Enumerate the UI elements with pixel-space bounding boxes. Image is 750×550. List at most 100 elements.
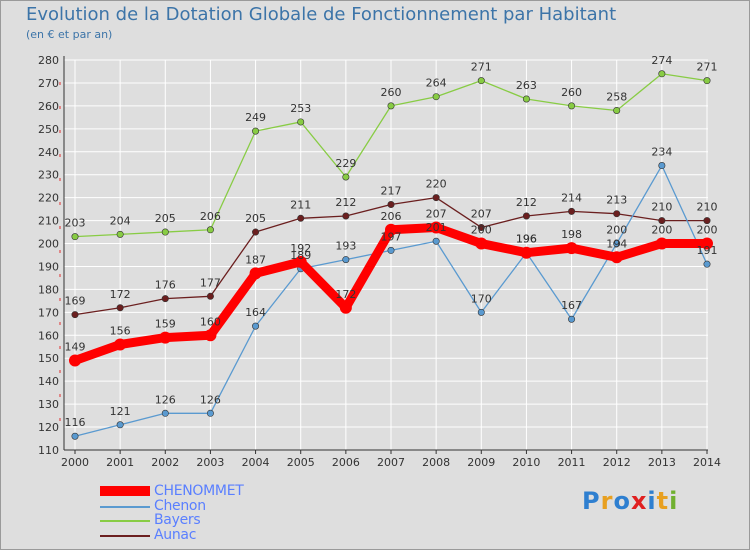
data-label-bayers: 249 xyxy=(245,111,266,124)
data-label-bayers: 274 xyxy=(651,54,672,67)
data-label-aunac: 207 xyxy=(471,207,492,220)
x-tick-label: 2014 xyxy=(693,456,721,469)
y-tick-label: 230 xyxy=(38,169,59,182)
data-point-chenommet xyxy=(249,267,262,280)
data-label-aunac: 220 xyxy=(426,178,447,191)
data-point-chenommet xyxy=(385,223,397,236)
data-point-chenon xyxy=(206,409,214,417)
data-point-aunac xyxy=(477,223,485,231)
data-point-chenommet xyxy=(655,237,668,250)
data-label-chenommet: 160 xyxy=(200,315,221,328)
data-point-chenon xyxy=(252,322,260,330)
data-label-bayers: 206 xyxy=(200,210,221,223)
y-tick-label: 200 xyxy=(38,238,59,251)
data-point-chenommet xyxy=(339,301,352,314)
y-tick-label: 120 xyxy=(38,421,59,434)
x-tick-label: 2007 xyxy=(377,456,405,469)
x-tick-label: 2003 xyxy=(196,456,224,469)
data-point-bayers xyxy=(342,173,350,181)
data-label-chenommet: 156 xyxy=(110,324,131,337)
data-label-aunac: 210 xyxy=(651,201,672,214)
data-point-chenommet xyxy=(204,329,217,342)
x-tick-label: 2002 xyxy=(151,456,179,469)
legend-swatch-aunac xyxy=(100,534,150,537)
x-tick-label: 2013 xyxy=(648,456,676,469)
data-point-chenon xyxy=(477,308,485,316)
x-tick-label: 2010 xyxy=(512,456,540,469)
data-point-chenommet xyxy=(520,246,533,259)
data-point-chenommet xyxy=(565,242,578,255)
data-point-bayers xyxy=(206,226,214,234)
x-tick-label: 2000 xyxy=(61,456,89,469)
data-label-chenon: 200 xyxy=(606,224,627,237)
legend-swatch-bayers xyxy=(100,520,150,522)
x-tick-label: 2006 xyxy=(332,456,360,469)
data-label-aunac: 211 xyxy=(290,198,311,211)
y-tick-label: 130 xyxy=(38,398,59,411)
data-point-aunac xyxy=(703,217,711,225)
y-tick-label: 250 xyxy=(38,123,59,136)
data-label-chenon: 197 xyxy=(381,230,402,243)
data-label-chenommet: 200 xyxy=(697,224,718,237)
data-label-chenon: 126 xyxy=(155,393,176,406)
data-point-aunac xyxy=(658,217,666,225)
data-label-chenommet: 207 xyxy=(426,207,447,220)
y-tick-label: 140 xyxy=(38,375,59,388)
proxiti-logo: Proxiti xyxy=(582,487,679,515)
data-point-aunac xyxy=(568,207,576,215)
data-label-bayers: 271 xyxy=(697,61,718,74)
legend-label-chenon: Chenon xyxy=(154,497,206,514)
data-label-chenon: 116 xyxy=(65,416,86,429)
data-label-chenon: 193 xyxy=(335,240,356,253)
data-label-bayers: 260 xyxy=(381,86,402,99)
data-point-chenommet xyxy=(159,331,172,344)
data-label-bayers: 258 xyxy=(606,90,627,103)
data-point-bayers xyxy=(703,77,711,85)
data-label-chenommet: 196 xyxy=(516,233,537,246)
data-label-bayers: 271 xyxy=(471,61,492,74)
data-point-bayers xyxy=(522,95,530,103)
data-label-chenon: 189 xyxy=(290,249,311,262)
data-label-chenon: 164 xyxy=(245,306,266,319)
data-point-aunac xyxy=(387,201,395,209)
data-point-chenon xyxy=(116,421,124,429)
data-point-chenommet xyxy=(701,237,713,250)
x-tick-label: 2004 xyxy=(242,456,270,469)
data-label-bayers: 229 xyxy=(335,157,356,170)
y-tick-label: 110 xyxy=(38,444,59,457)
data-point-chenommet xyxy=(475,237,488,250)
legend-swatch-chenon xyxy=(100,505,150,508)
data-point-chenon xyxy=(161,409,169,417)
data-label-aunac: 210 xyxy=(697,201,718,214)
x-tick-label: 2008 xyxy=(422,456,450,469)
data-label-chenon: 170 xyxy=(471,292,492,305)
x-tick-label: 2012 xyxy=(603,456,631,469)
data-label-bayers: 253 xyxy=(290,102,311,115)
data-point-chenon xyxy=(432,237,440,245)
data-point-aunac xyxy=(342,212,350,220)
data-label-chenommet: 206 xyxy=(381,210,402,223)
x-tick-label: 2011 xyxy=(558,456,586,469)
data-point-chenon xyxy=(342,256,350,264)
data-point-bayers xyxy=(613,106,621,114)
y-tick-label: 190 xyxy=(38,260,59,273)
data-label-aunac: 217 xyxy=(381,185,402,198)
y-tick-label: 280 xyxy=(38,54,59,67)
legend-label-chenommet: CHENOMMET xyxy=(154,483,244,499)
data-label-bayers: 263 xyxy=(516,79,537,92)
data-point-aunac xyxy=(252,228,260,236)
data-label-aunac: 176 xyxy=(155,279,176,292)
data-label-chenommet: 200 xyxy=(471,224,492,237)
data-label-chenommet: 149 xyxy=(65,341,86,354)
data-point-aunac xyxy=(522,212,530,220)
data-label-chenon: 121 xyxy=(110,405,131,418)
y-tick-label: 160 xyxy=(38,329,59,342)
data-point-bayers xyxy=(252,127,260,135)
data-label-aunac: 213 xyxy=(606,194,627,207)
data-point-bayers xyxy=(432,93,440,101)
data-label-bayers: 203 xyxy=(65,217,86,230)
data-label-aunac: 169 xyxy=(65,295,86,308)
data-point-aunac xyxy=(71,311,79,319)
data-point-bayers xyxy=(387,102,395,110)
